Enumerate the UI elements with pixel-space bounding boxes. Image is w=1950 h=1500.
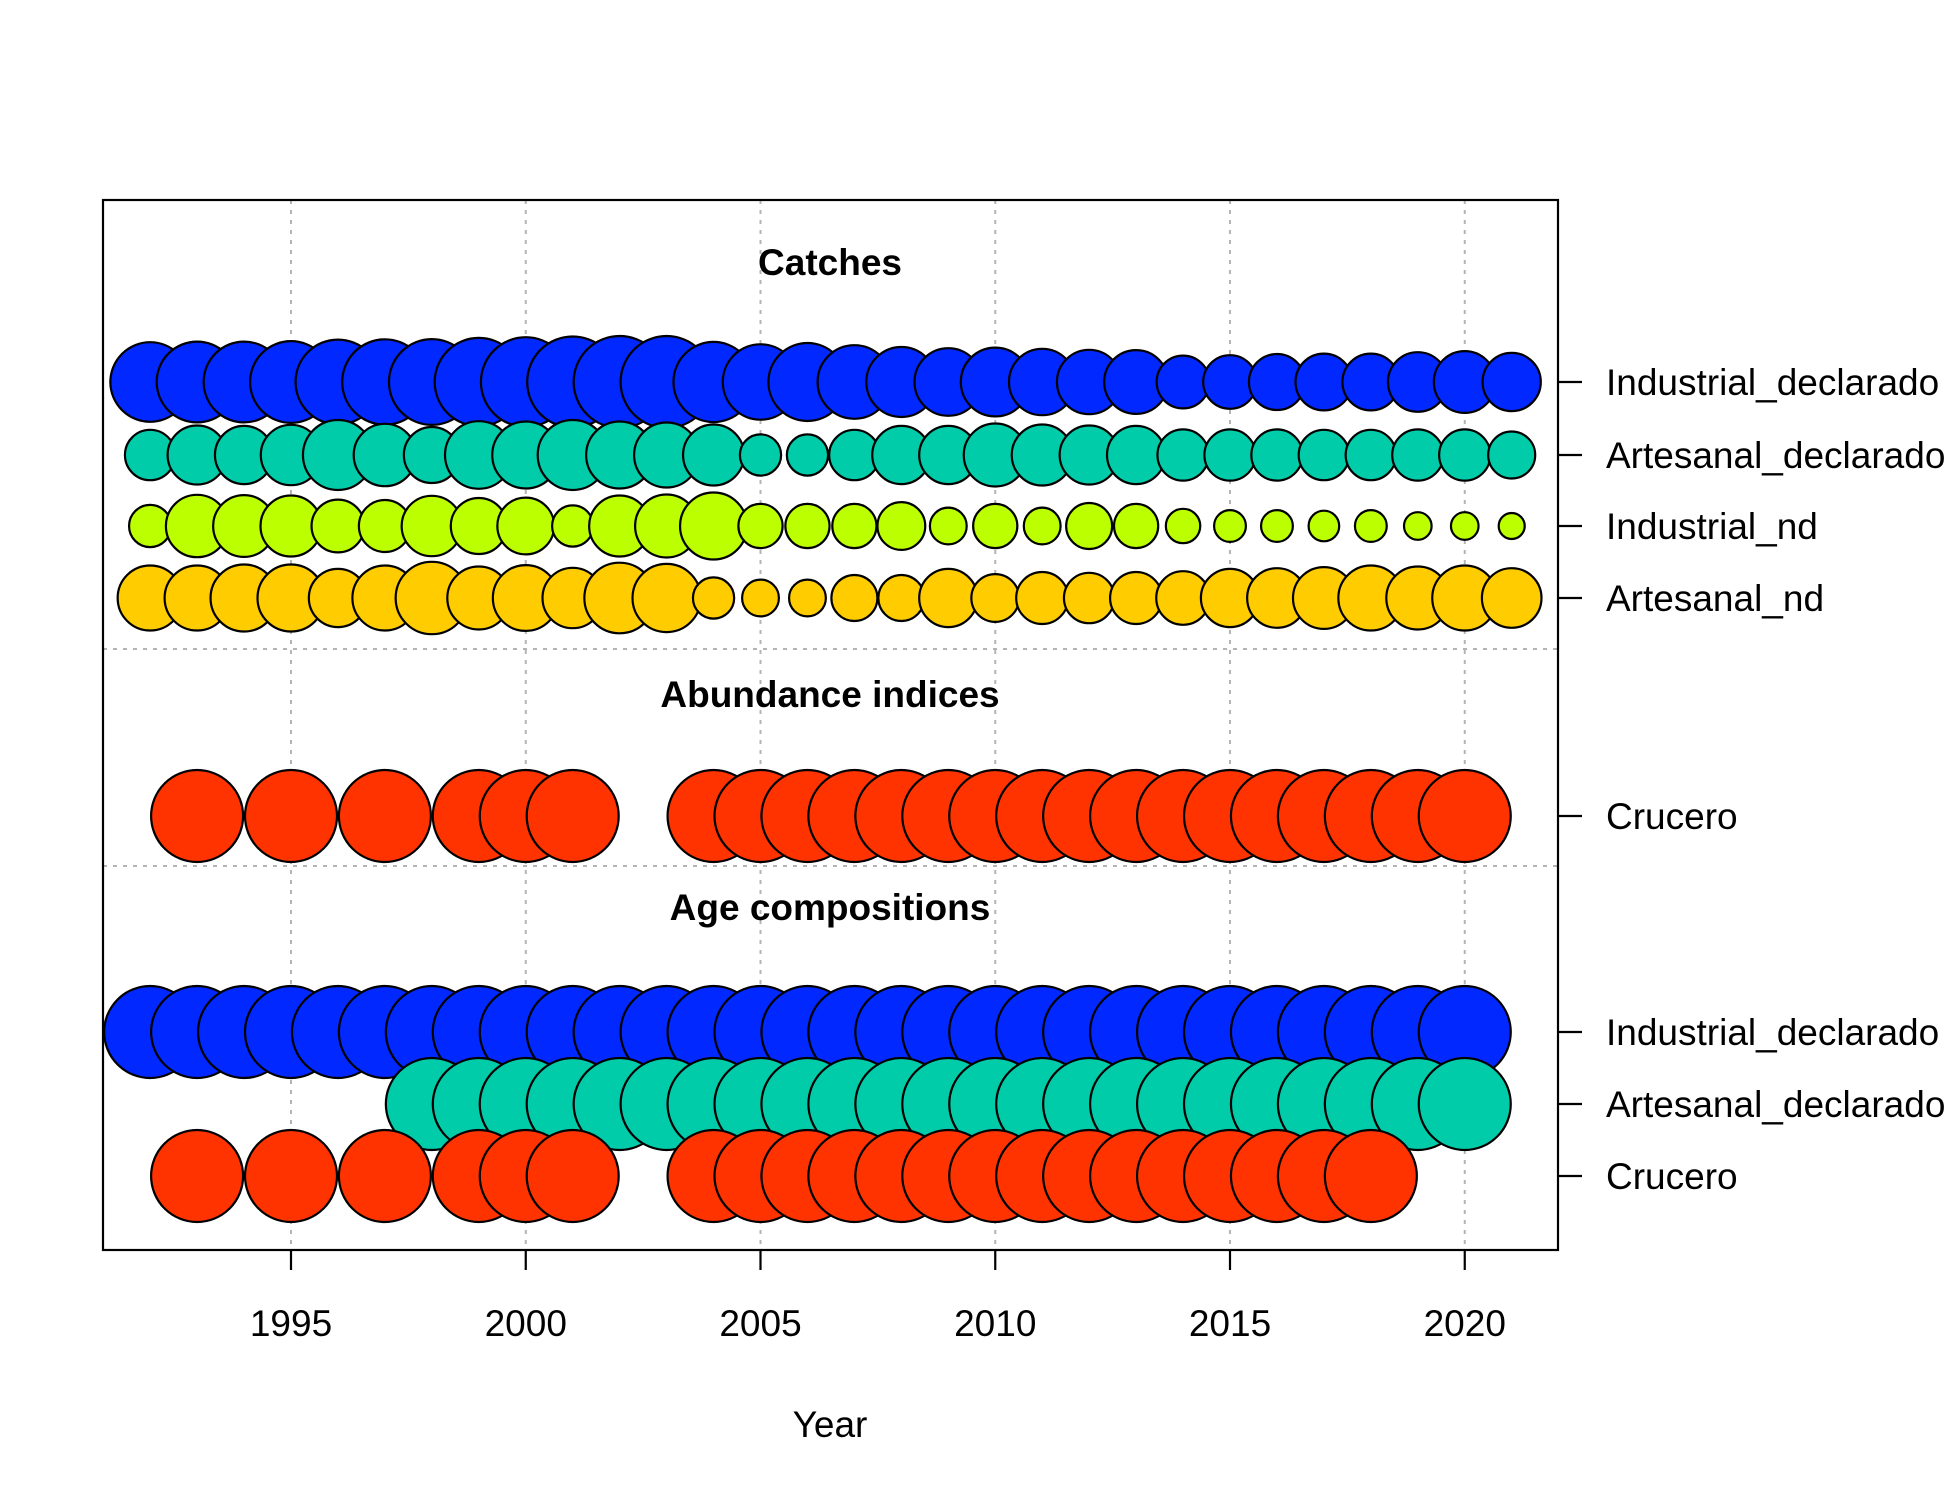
row-label: Crucero bbox=[1606, 796, 1738, 837]
row-axis: Industrial_declarado Artesanal_declarado I… bbox=[1558, 362, 1945, 1197]
data-bubble bbox=[1344, 428, 1398, 482]
row-label: Crucero bbox=[1606, 1156, 1738, 1197]
x-tick-label: 2000 bbox=[485, 1303, 567, 1344]
x-axis: 1995 2000 2005 2010 2015 2020 bbox=[250, 1250, 1506, 1344]
data-bubble bbox=[1402, 511, 1433, 541]
plot-frame bbox=[101, 198, 1560, 1252]
x-axis-title: Year bbox=[793, 1404, 868, 1445]
data-bubble bbox=[1353, 509, 1388, 544]
data-bubble bbox=[1480, 567, 1543, 629]
data-bubble bbox=[150, 768, 245, 864]
data-bubble bbox=[1481, 351, 1542, 413]
x-tick-label: 1995 bbox=[250, 1303, 332, 1344]
data-bubble bbox=[1108, 570, 1164, 626]
grid-lines bbox=[103, 200, 1558, 1250]
data-bubble bbox=[337, 1128, 432, 1224]
data-bubble bbox=[1155, 354, 1211, 410]
data-bubble bbox=[243, 1128, 339, 1224]
data-bubble bbox=[1449, 511, 1480, 541]
data-bubble bbox=[740, 578, 780, 618]
data-bubble bbox=[1156, 428, 1210, 482]
row-label: Industrial_declarado bbox=[1606, 1012, 1939, 1053]
data-bubble bbox=[972, 502, 1019, 550]
data-bubble bbox=[1015, 570, 1070, 626]
data-bubble bbox=[1487, 430, 1537, 480]
row-label: Industrial_declarado bbox=[1606, 362, 1939, 403]
data-bubble bbox=[1212, 509, 1247, 544]
data-bubble bbox=[1250, 428, 1304, 482]
data-bubble bbox=[1391, 428, 1445, 482]
row-label: Artesanal_nd bbox=[1606, 578, 1824, 619]
data-bubble bbox=[1417, 1056, 1512, 1152]
data-bubble bbox=[310, 498, 366, 554]
data-bubble bbox=[631, 562, 702, 634]
data-bubble bbox=[1062, 571, 1116, 625]
data-bubble bbox=[918, 567, 979, 629]
data-bubble bbox=[1438, 428, 1492, 482]
row-label: Industrial_nd bbox=[1606, 506, 1818, 547]
data-bubble bbox=[970, 572, 1021, 623]
data-bubble bbox=[877, 573, 926, 623]
data-bubble bbox=[1065, 501, 1114, 551]
data-bubble bbox=[681, 423, 746, 487]
data-bubble bbox=[678, 491, 749, 561]
data-bubble bbox=[1497, 511, 1526, 541]
data-bubble bbox=[876, 501, 927, 552]
row-label: Artesanal_declarado bbox=[1606, 1084, 1945, 1125]
data-bubble bbox=[928, 506, 968, 546]
x-tick-label: 2005 bbox=[719, 1303, 801, 1344]
x-tick-label: 2015 bbox=[1189, 1303, 1271, 1344]
data-bubble bbox=[784, 502, 831, 550]
data-bubble bbox=[1297, 428, 1351, 482]
data-bubble bbox=[243, 768, 339, 864]
data-bubble bbox=[691, 576, 736, 620]
section-title: Age compositions bbox=[670, 887, 991, 928]
data-bubble bbox=[1417, 768, 1512, 864]
section-titles: Catches Abundance indices Age compositions bbox=[660, 242, 999, 928]
x-tick-label: 2020 bbox=[1424, 1303, 1506, 1344]
data-bubble bbox=[1164, 507, 1202, 545]
data-bubble bbox=[525, 768, 620, 864]
x-tick-label: 2010 bbox=[954, 1303, 1036, 1344]
data-bubble bbox=[831, 502, 878, 550]
data-bubble bbox=[787, 578, 827, 618]
data-bubble bbox=[551, 504, 595, 548]
data-bubble bbox=[525, 1128, 620, 1224]
data-bubble bbox=[150, 1128, 245, 1224]
data-bubble bbox=[1307, 509, 1341, 543]
section-title: Catches bbox=[758, 242, 902, 283]
data-bubble bbox=[1323, 1128, 1418, 1224]
data-bubble bbox=[337, 768, 432, 864]
data-bubble bbox=[830, 573, 879, 623]
data-bubble bbox=[737, 502, 784, 550]
data-bubble bbox=[496, 496, 556, 556]
row-label: Artesanal_declarado bbox=[1606, 435, 1945, 476]
data-bubble bbox=[1203, 428, 1257, 482]
data-bubble bbox=[1112, 502, 1160, 550]
data-bubble bbox=[785, 433, 830, 477]
data-bubble bbox=[1259, 509, 1294, 544]
section-title: Abundance indices bbox=[660, 674, 999, 715]
data-bubble bbox=[1022, 506, 1062, 546]
data-bubble bbox=[738, 433, 783, 477]
bubble-marks bbox=[103, 334, 1543, 1224]
